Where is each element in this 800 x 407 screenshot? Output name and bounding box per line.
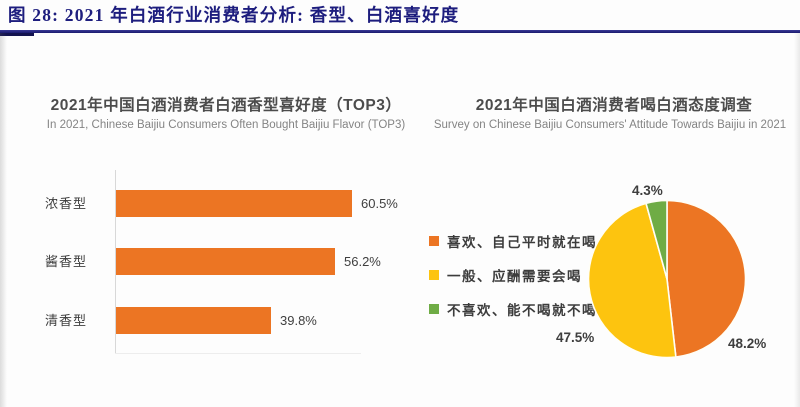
bar-category-label: 酱香型 xyxy=(45,254,88,269)
pie-chart xyxy=(587,199,747,359)
bar-row: 清香型 39.8% xyxy=(0,307,430,334)
legend-item: 一般、应酬需要会喝 xyxy=(429,265,597,285)
legend-label: 喜欢、自己平时就在喝 xyxy=(447,235,597,250)
pie-value-label: 4.3% xyxy=(632,183,663,198)
pie-chart-title: 2021年中国白酒消费者喝白酒态度调查 xyxy=(475,97,753,114)
bar xyxy=(116,248,335,275)
pie-svg xyxy=(587,199,747,359)
bar-row: 浓香型 60.5% xyxy=(0,190,430,217)
bar-y-axis-line xyxy=(115,170,116,353)
pie-slice-1 xyxy=(587,202,677,359)
bar-value-label: 60.5% xyxy=(361,196,398,211)
bar-chart-title: 2021年中国白酒消费者白酒香型喜好度（TOP3） xyxy=(50,97,402,114)
legend-swatch-icon xyxy=(429,304,439,314)
legend-label: 不喜欢、能不喝就不喝 xyxy=(447,303,597,318)
bar-chart-subtitle: In 2021, Chinese Baijiu Consumers Often … xyxy=(46,119,406,131)
pie-value-label: 48.2% xyxy=(728,336,767,351)
pie-chart-subtitle: Survey on Chinese Baijiu Consumers' Atti… xyxy=(433,119,787,131)
pie-slice-2 xyxy=(645,199,668,280)
bar-value-label: 39.8% xyxy=(280,313,317,328)
page-edge-shadow-left xyxy=(0,33,7,407)
legend-item: 不喜欢、能不喝就不喝 xyxy=(429,299,597,319)
pie-value-label: 47.5% xyxy=(556,330,595,345)
caption-divider xyxy=(0,30,800,33)
page-edge-shadow-right xyxy=(794,33,800,407)
bar-value-label: 56.2% xyxy=(344,254,381,269)
pie-legend: 喜欢、自己平时就在喝 一般、应酬需要会喝 不喜欢、能不喝就不喝 xyxy=(429,231,597,333)
bar-row: 酱香型 56.2% xyxy=(0,248,430,275)
bar-category-label: 清香型 xyxy=(45,313,88,328)
pie-slice-0 xyxy=(666,199,747,358)
legend-label: 一般、应酬需要会喝 xyxy=(447,269,582,284)
bar xyxy=(116,190,352,217)
bar-x-axis-line xyxy=(115,353,361,354)
legend-item: 喜欢、自己平时就在喝 xyxy=(429,231,597,251)
legend-swatch-icon xyxy=(429,270,439,280)
bar-category-label: 浓香型 xyxy=(45,196,88,211)
caption-divider-tab xyxy=(0,33,34,36)
legend-swatch-icon xyxy=(429,236,439,246)
bar xyxy=(116,307,271,334)
figure-caption: 图 28: 2021 年白酒行业消费者分析: 香型、白酒喜好度 xyxy=(8,5,460,25)
bar-plot: 浓香型 60.5% 酱香型 56.2% 清香型 39.8% xyxy=(0,168,430,360)
